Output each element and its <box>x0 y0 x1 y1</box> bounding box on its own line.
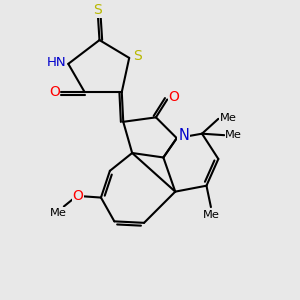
Text: O: O <box>72 189 83 203</box>
Text: S: S <box>133 50 142 63</box>
Text: N: N <box>178 128 189 143</box>
Text: S: S <box>94 3 102 17</box>
Text: HN: HN <box>47 56 67 69</box>
Text: O: O <box>49 85 60 99</box>
Text: O: O <box>168 89 179 103</box>
Text: Me: Me <box>225 130 242 140</box>
Text: Me: Me <box>219 113 236 123</box>
Text: Me: Me <box>203 210 220 220</box>
Text: Me: Me <box>50 208 67 218</box>
